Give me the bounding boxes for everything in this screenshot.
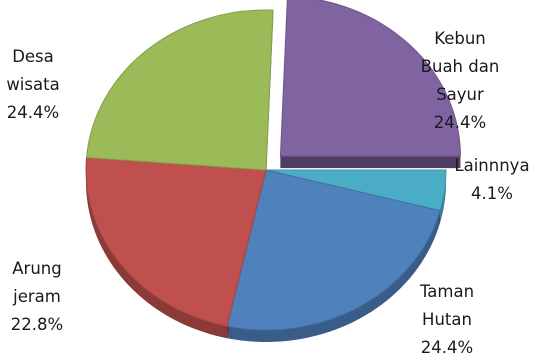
slice-label-line: jeram	[12, 287, 61, 306]
slice-label-line: 24.4%	[7, 103, 59, 122]
slice-label-line: 22.8%	[11, 315, 63, 334]
slice-label-5: Kebun Buah dan Sayur 24.4%	[421, 29, 500, 132]
pie-slice-3	[85, 156, 267, 327]
slice-label-1: Lainnnya 4.1%	[454, 156, 529, 203]
slice-label-2: Taman Hutan 24.4%	[419, 282, 474, 357]
slice-label-line: Kebun	[434, 29, 486, 48]
pie-slice-5	[279, 0, 461, 157]
slice-label-line: 4.1%	[471, 184, 513, 203]
slice-label-line: Taman	[419, 282, 474, 301]
slice-label-line: 24.4%	[434, 113, 486, 132]
pie-slice-2	[226, 169, 441, 331]
slice-label-line: Arung	[12, 259, 61, 278]
slice-label-4: Desa wisata 24.4%	[6, 47, 59, 122]
slice-label-line: Desa	[12, 47, 54, 66]
pie-slices	[85, 0, 461, 331]
slice-label-line: Hutan	[422, 310, 472, 329]
slice-label-line: wisata	[6, 75, 59, 94]
slice-label-line: Lainnnya	[454, 156, 529, 175]
slice-label-line: Buah dan	[421, 57, 500, 76]
pie-slice-side	[440, 170, 446, 223]
pie-slice-4	[86, 9, 274, 171]
slice-labels: Lainnnya 4.1% Taman Hutan 24.4% Arung jeram 22.…	[6, 29, 529, 357]
pie-slice-side	[86, 157, 228, 339]
slice-label-line: 24.4%	[421, 338, 473, 357]
pie-slice-wall	[280, 156, 461, 169]
slice-label-line: Sayur	[436, 85, 484, 104]
slice-label-3: Arung jeram 22.8%	[11, 259, 63, 334]
